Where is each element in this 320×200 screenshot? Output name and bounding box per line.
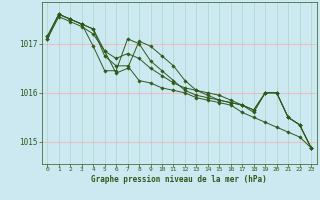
X-axis label: Graphe pression niveau de la mer (hPa): Graphe pression niveau de la mer (hPa) xyxy=(91,175,267,184)
